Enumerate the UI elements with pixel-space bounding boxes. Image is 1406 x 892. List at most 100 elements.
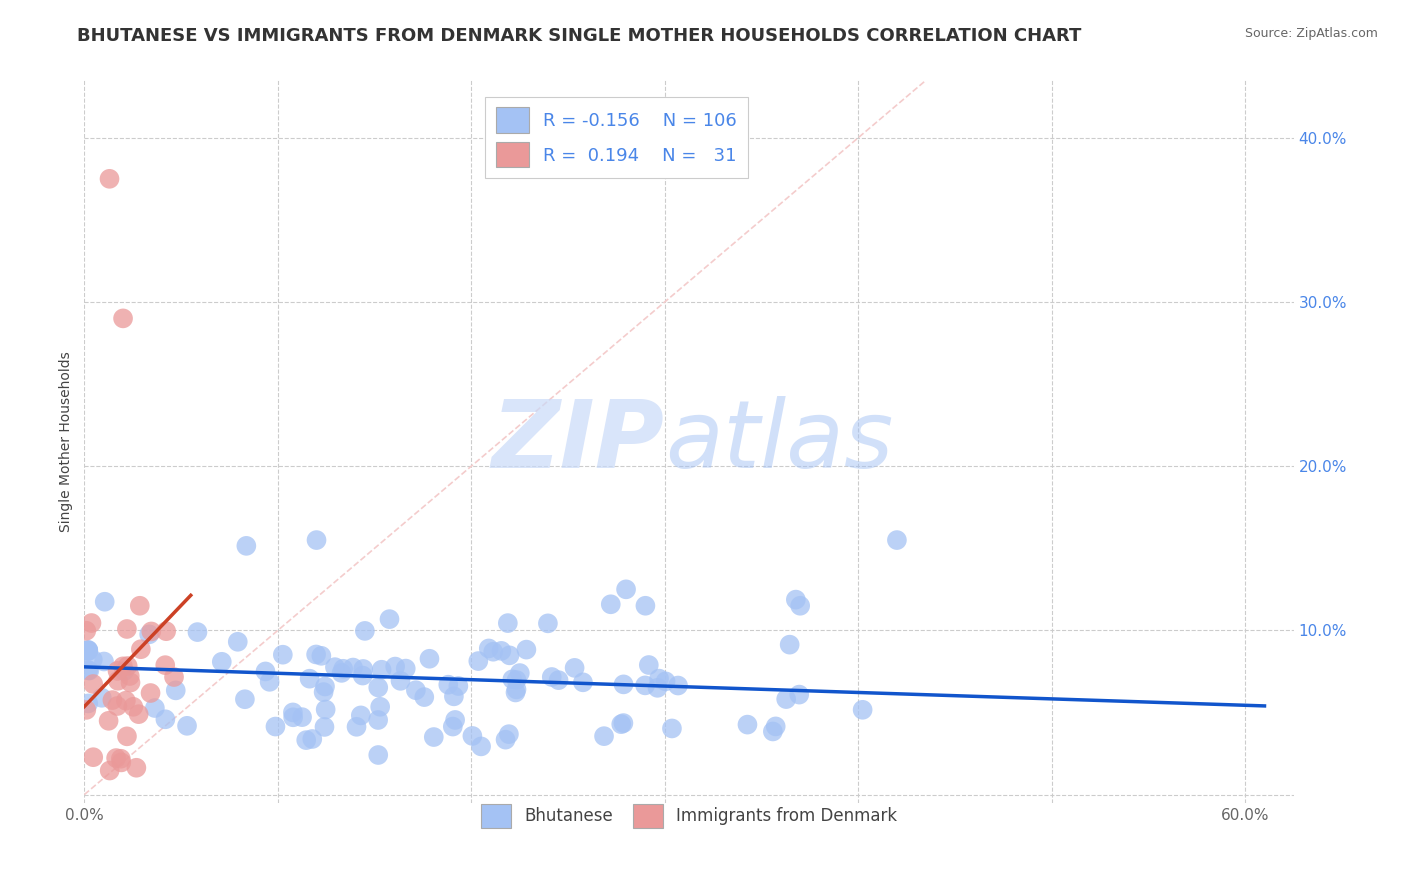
Point (115, 729, 138, 743)
Point (129, 642, 152, 657)
Point (305, 533, 328, 547)
Point (537, 616, 560, 631)
Point (125, 761, 148, 775)
Point (367, 747, 389, 762)
Point (77, 643, 100, 657)
Point (211, 655, 233, 669)
Point (346, 720, 368, 734)
Point (612, 677, 634, 691)
Point (443, 690, 465, 704)
Point (93, 655, 115, 669)
Point (112, 311, 135, 326)
Point (110, 752, 132, 766)
Point (785, 592, 807, 607)
Point (120, 675, 142, 690)
Point (666, 679, 689, 693)
Point (82, 750, 104, 764)
Point (122, 699, 145, 714)
Point (418, 652, 440, 666)
Point (368, 699, 391, 714)
Point (301, 731, 323, 746)
Point (634, 599, 657, 613)
Point (117, 659, 139, 673)
Point (498, 727, 520, 741)
Point (478, 641, 501, 656)
Point (281, 706, 304, 720)
Point (101, 693, 124, 707)
Point (515, 642, 537, 657)
Point (155, 658, 177, 673)
Point (186, 625, 208, 640)
Text: Source: ZipAtlas.com: Source: ZipAtlas.com (1244, 27, 1378, 40)
Point (264, 720, 287, 734)
Point (141, 624, 163, 639)
Point (226, 634, 249, 648)
Point (370, 663, 392, 677)
Point (509, 666, 531, 681)
Point (634, 678, 657, 692)
Text: ZIP: ZIP (492, 395, 665, 488)
Point (599, 597, 621, 611)
Point (115, 694, 138, 708)
Y-axis label: Single Mother Households: Single Mother Households (59, 351, 73, 532)
Point (789, 599, 811, 613)
Point (105, 699, 128, 714)
Point (378, 612, 401, 626)
Point (547, 673, 569, 688)
Point (647, 681, 669, 695)
Point (233, 692, 256, 706)
Point (505, 673, 527, 687)
Point (505, 682, 527, 697)
Point (367, 681, 389, 695)
Point (155, 624, 177, 639)
Point (77, 643, 100, 657)
Point (540, 670, 562, 684)
Text: atlas: atlas (665, 396, 893, 487)
Point (765, 719, 787, 733)
Point (97, 714, 120, 728)
Point (283, 710, 305, 724)
Point (437, 678, 460, 692)
Point (254, 665, 277, 679)
Point (413, 690, 436, 704)
Point (98, 764, 121, 778)
Point (352, 662, 374, 676)
Point (610, 717, 633, 731)
Point (176, 719, 198, 733)
Point (77, 644, 100, 658)
Point (447, 679, 470, 693)
Point (305, 648, 328, 662)
Point (354, 624, 377, 638)
Point (90, 690, 112, 705)
Point (98, 171, 121, 186)
Point (163, 670, 186, 684)
Point (332, 662, 354, 676)
Point (498, 648, 520, 663)
Point (852, 703, 875, 717)
Point (612, 716, 634, 731)
Point (330, 665, 353, 680)
Point (118, 669, 141, 683)
Point (235, 539, 257, 553)
Point (886, 533, 908, 547)
Point (314, 680, 336, 694)
Point (637, 658, 659, 673)
Point (115, 622, 138, 636)
Point (395, 662, 418, 676)
Point (75, 703, 97, 717)
Point (384, 659, 406, 673)
Text: BHUTANESE VS IMMIGRANTS FROM DENMARK SINGLE MOTHER HOUSEHOLDS CORRELATION CHART: BHUTANESE VS IMMIGRANTS FROM DENMARK SIN… (77, 27, 1081, 45)
Point (107, 664, 129, 678)
Point (423, 730, 446, 744)
Point (75, 624, 97, 638)
Point (112, 664, 135, 678)
Point (737, 717, 759, 731)
Point (77, 663, 100, 677)
Point (315, 702, 337, 716)
Point (80, 615, 103, 630)
Point (572, 675, 595, 690)
Point (128, 707, 150, 722)
Point (352, 668, 374, 682)
Point (111, 659, 134, 673)
Point (143, 701, 166, 715)
